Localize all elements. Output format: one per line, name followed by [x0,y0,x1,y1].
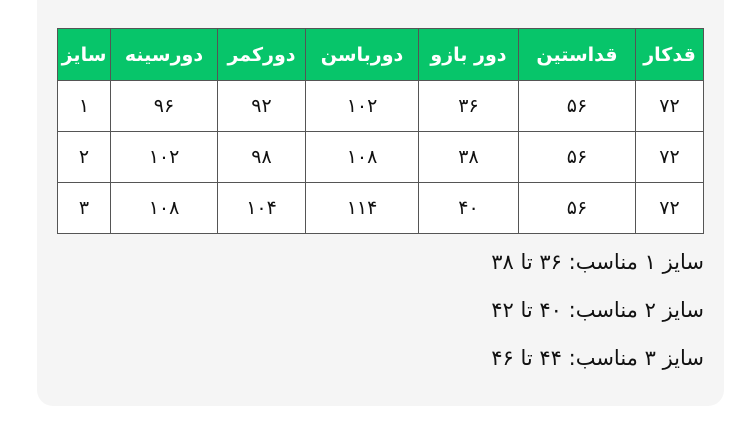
table-cell: ۲ [57,131,111,183]
header-waist: دورکمر [217,28,306,81]
table-row: ۷۲ ۵۶ ۳۸ ۱۰۸ ۹۸ ۱۰۲ ۲ [57,131,704,183]
table-cell: ۱۱۴ [305,182,419,234]
table-row: ۷۲ ۵۶ ۳۶ ۱۰۲ ۹۲ ۹۶ ۱ [57,80,704,132]
header-sleeve: قداستین [518,28,636,81]
table-cell: ۱ [57,80,111,132]
table-cell: ۱۰۸ [305,131,419,183]
table-cell: ۱۰۲ [110,131,218,183]
table-row: ۷۲ ۵۶ ۴۰ ۱۱۴ ۱۰۴ ۱۰۸ ۳ [57,182,704,234]
size-note-3: سایز ۳ مناسب: ۴۴ تا ۴۶ [491,346,704,370]
table-cell: ۷۲ [635,80,704,132]
table-cell: ۷۲ [635,182,704,234]
size-note-2: سایز ۲ مناسب: ۴۰ تا ۴۲ [491,298,704,322]
table-cell: ۵۶ [518,80,636,132]
table-cell: ۳ [57,182,111,234]
header-size: سایز [57,28,111,81]
table-cell: ۹۲ [217,80,306,132]
header-chest: دورسینه [110,28,218,81]
table-cell: ۳۶ [418,80,519,132]
table-cell: ۳۸ [418,131,519,183]
table-cell: ۵۶ [518,182,636,234]
size-notes: سایز ۱ مناسب: ۳۶ تا ۳۸ سایز ۲ مناسب: ۴۰ … [491,240,704,384]
table-cell: ۹۶ [110,80,218,132]
table-cell: ۱۰۴ [217,182,306,234]
size-table: قدکار قداستین دور بازو دورباسن دورکمر دو… [57,28,704,234]
table-cell: ۱۰۲ [305,80,419,132]
table-cell: ۴۰ [418,182,519,234]
table-cell: ۱۰۸ [110,182,218,234]
table-cell: ۷۲ [635,131,704,183]
header-height: قدکار [635,28,704,81]
size-note-1: سایز ۱ مناسب: ۳۶ تا ۳۸ [491,250,704,274]
header-arm: دور بازو [418,28,519,81]
header-hip: دورباسن [305,28,419,81]
table-header-row: قدکار قداستین دور بازو دورباسن دورکمر دو… [57,28,704,81]
table-cell: ۹۸ [217,131,306,183]
table-cell: ۵۶ [518,131,636,183]
